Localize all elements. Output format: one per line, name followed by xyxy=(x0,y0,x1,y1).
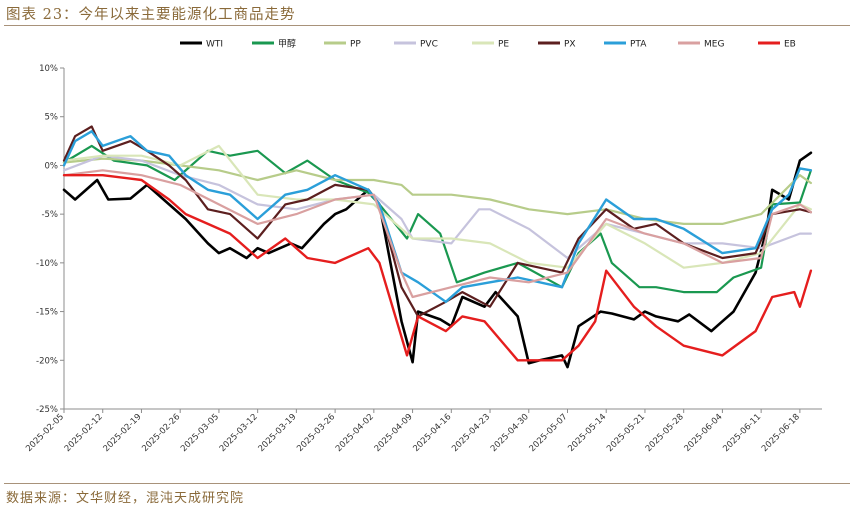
x-tick-label: 2025-02-12 xyxy=(63,412,105,454)
x-tick-label: 2025-04-09 xyxy=(373,412,415,454)
series-line-MEG xyxy=(62,169,813,299)
x-tick-label: 2025-02-05 xyxy=(24,412,66,454)
legend-item: PE xyxy=(472,40,509,50)
x-tick-label: 2025-05-07 xyxy=(528,412,570,454)
legend-label: PP xyxy=(350,40,361,50)
legend-item: PTA xyxy=(604,40,647,50)
y-tick-label: 10% xyxy=(39,64,58,74)
plot-area xyxy=(62,125,813,369)
line-chart: WTI 甲醇 PP PVC PE PX PTA MEG EB 10% 5% 0% -5% -10% -15… xyxy=(24,38,822,454)
x-tick-label: 2025-03-05 xyxy=(179,412,221,454)
legend-label: 甲醇 xyxy=(278,38,296,50)
y-tick-label: 5% xyxy=(45,113,59,123)
legend-label: PTA xyxy=(630,40,647,50)
x-tick-label: 2025-03-26 xyxy=(295,412,337,454)
legend-item: MEG xyxy=(678,40,724,50)
figure-title: 图表 23：今年以来主要能源化工商品走势 xyxy=(6,7,296,23)
y-tick-label: -15% xyxy=(36,308,58,318)
x-tick-label: 2025-04-23 xyxy=(450,412,492,454)
legend-item: EB xyxy=(758,40,796,50)
series-line-PP xyxy=(62,157,813,225)
y-axis: 10% 5% 0% -5% -10% -15% -20% -25% xyxy=(36,64,65,415)
x-tick-label: 2025-06-04 xyxy=(683,412,725,454)
legend-label: EB xyxy=(784,40,796,50)
x-tick-label: 2025-05-28 xyxy=(644,412,686,454)
chart-legend: WTI 甲醇 PP PVC PE PX PTA MEG EB xyxy=(180,38,796,50)
figure-source: 数据来源：文华财经，混沌天成研究院 xyxy=(6,491,245,506)
x-tick-label: 2025-03-19 xyxy=(256,412,298,454)
legend-item: WTI xyxy=(180,40,223,50)
series-line-甲醇 xyxy=(62,144,813,294)
x-tick-label: 2025-06-18 xyxy=(760,412,802,454)
x-tick-label: 2025-05-14 xyxy=(566,412,608,454)
x-tick-label: 2025-06-11 xyxy=(721,412,763,454)
series-line-PX xyxy=(62,125,813,318)
y-tick-label: -5% xyxy=(41,210,58,220)
x-tick-label: 2025-04-02 xyxy=(334,412,376,454)
source-rule xyxy=(4,483,850,484)
x-axis: 2025-02-052025-02-122025-02-192025-02-26… xyxy=(24,408,822,454)
legend-label: PVC xyxy=(420,40,438,50)
x-tick-label: 2025-02-19 xyxy=(102,412,144,454)
legend-label: MEG xyxy=(704,40,724,50)
legend-item: PVC xyxy=(394,40,438,50)
series-line-PTA xyxy=(62,130,813,303)
x-tick-label: 2025-02-26 xyxy=(140,412,182,454)
series-line-PE xyxy=(62,144,813,269)
x-tick-label: 2025-05-21 xyxy=(605,412,647,454)
y-tick-label: -25% xyxy=(36,405,58,415)
legend-item: PX xyxy=(538,40,576,50)
title-rule xyxy=(4,25,850,26)
legend-item: PP xyxy=(324,40,361,50)
y-tick-label: -20% xyxy=(36,356,58,366)
x-tick-label: 2025-03-12 xyxy=(218,412,260,454)
series-line-PVC xyxy=(62,154,813,260)
legend-label: PX xyxy=(564,40,576,50)
y-tick-label: 0% xyxy=(45,161,59,171)
x-tick-label: 2025-04-30 xyxy=(489,412,531,454)
legend-item: 甲醇 xyxy=(252,38,296,50)
series-line-EB xyxy=(62,173,813,362)
legend-label: WTI xyxy=(206,40,223,50)
legend-label: PE xyxy=(498,40,509,50)
y-tick-label: -10% xyxy=(36,259,58,269)
x-tick-label: 2025-04-16 xyxy=(411,412,453,454)
